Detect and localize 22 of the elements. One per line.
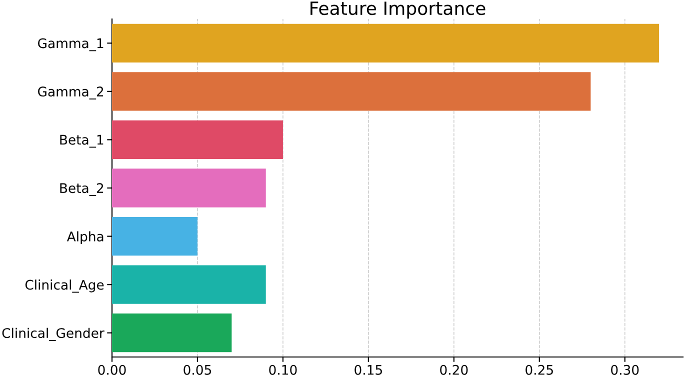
y-tick-label: Alpha — [66, 231, 104, 244]
x-tick-label: 0.10 — [269, 364, 297, 375]
x-tick-label: 0.15 — [354, 364, 382, 375]
bar — [112, 314, 232, 352]
y-tick-label: Beta_2 — [60, 183, 104, 196]
x-tick-label: 0.05 — [184, 364, 212, 375]
x-tick-label: 0.20 — [440, 364, 468, 375]
x-tick-label: 0.00 — [98, 364, 126, 375]
x-tick-label: 0.25 — [526, 364, 553, 375]
y-tick-label: Clinical_Age — [25, 280, 104, 293]
x-tick-label: 0.30 — [611, 364, 639, 375]
chart-title: Feature Importance — [310, 2, 486, 19]
bar — [112, 265, 266, 304]
bar — [112, 120, 283, 160]
bar — [112, 24, 660, 62]
bar — [112, 216, 198, 256]
y-tick-label: Gamma_1 — [38, 38, 104, 52]
bar — [112, 168, 266, 208]
bar — [112, 72, 591, 111]
y-tick-label: Clinical_Gender — [2, 328, 104, 341]
y-tick-label: Gamma_2 — [38, 86, 104, 100]
y-tick-label: Beta_1 — [60, 134, 104, 148]
